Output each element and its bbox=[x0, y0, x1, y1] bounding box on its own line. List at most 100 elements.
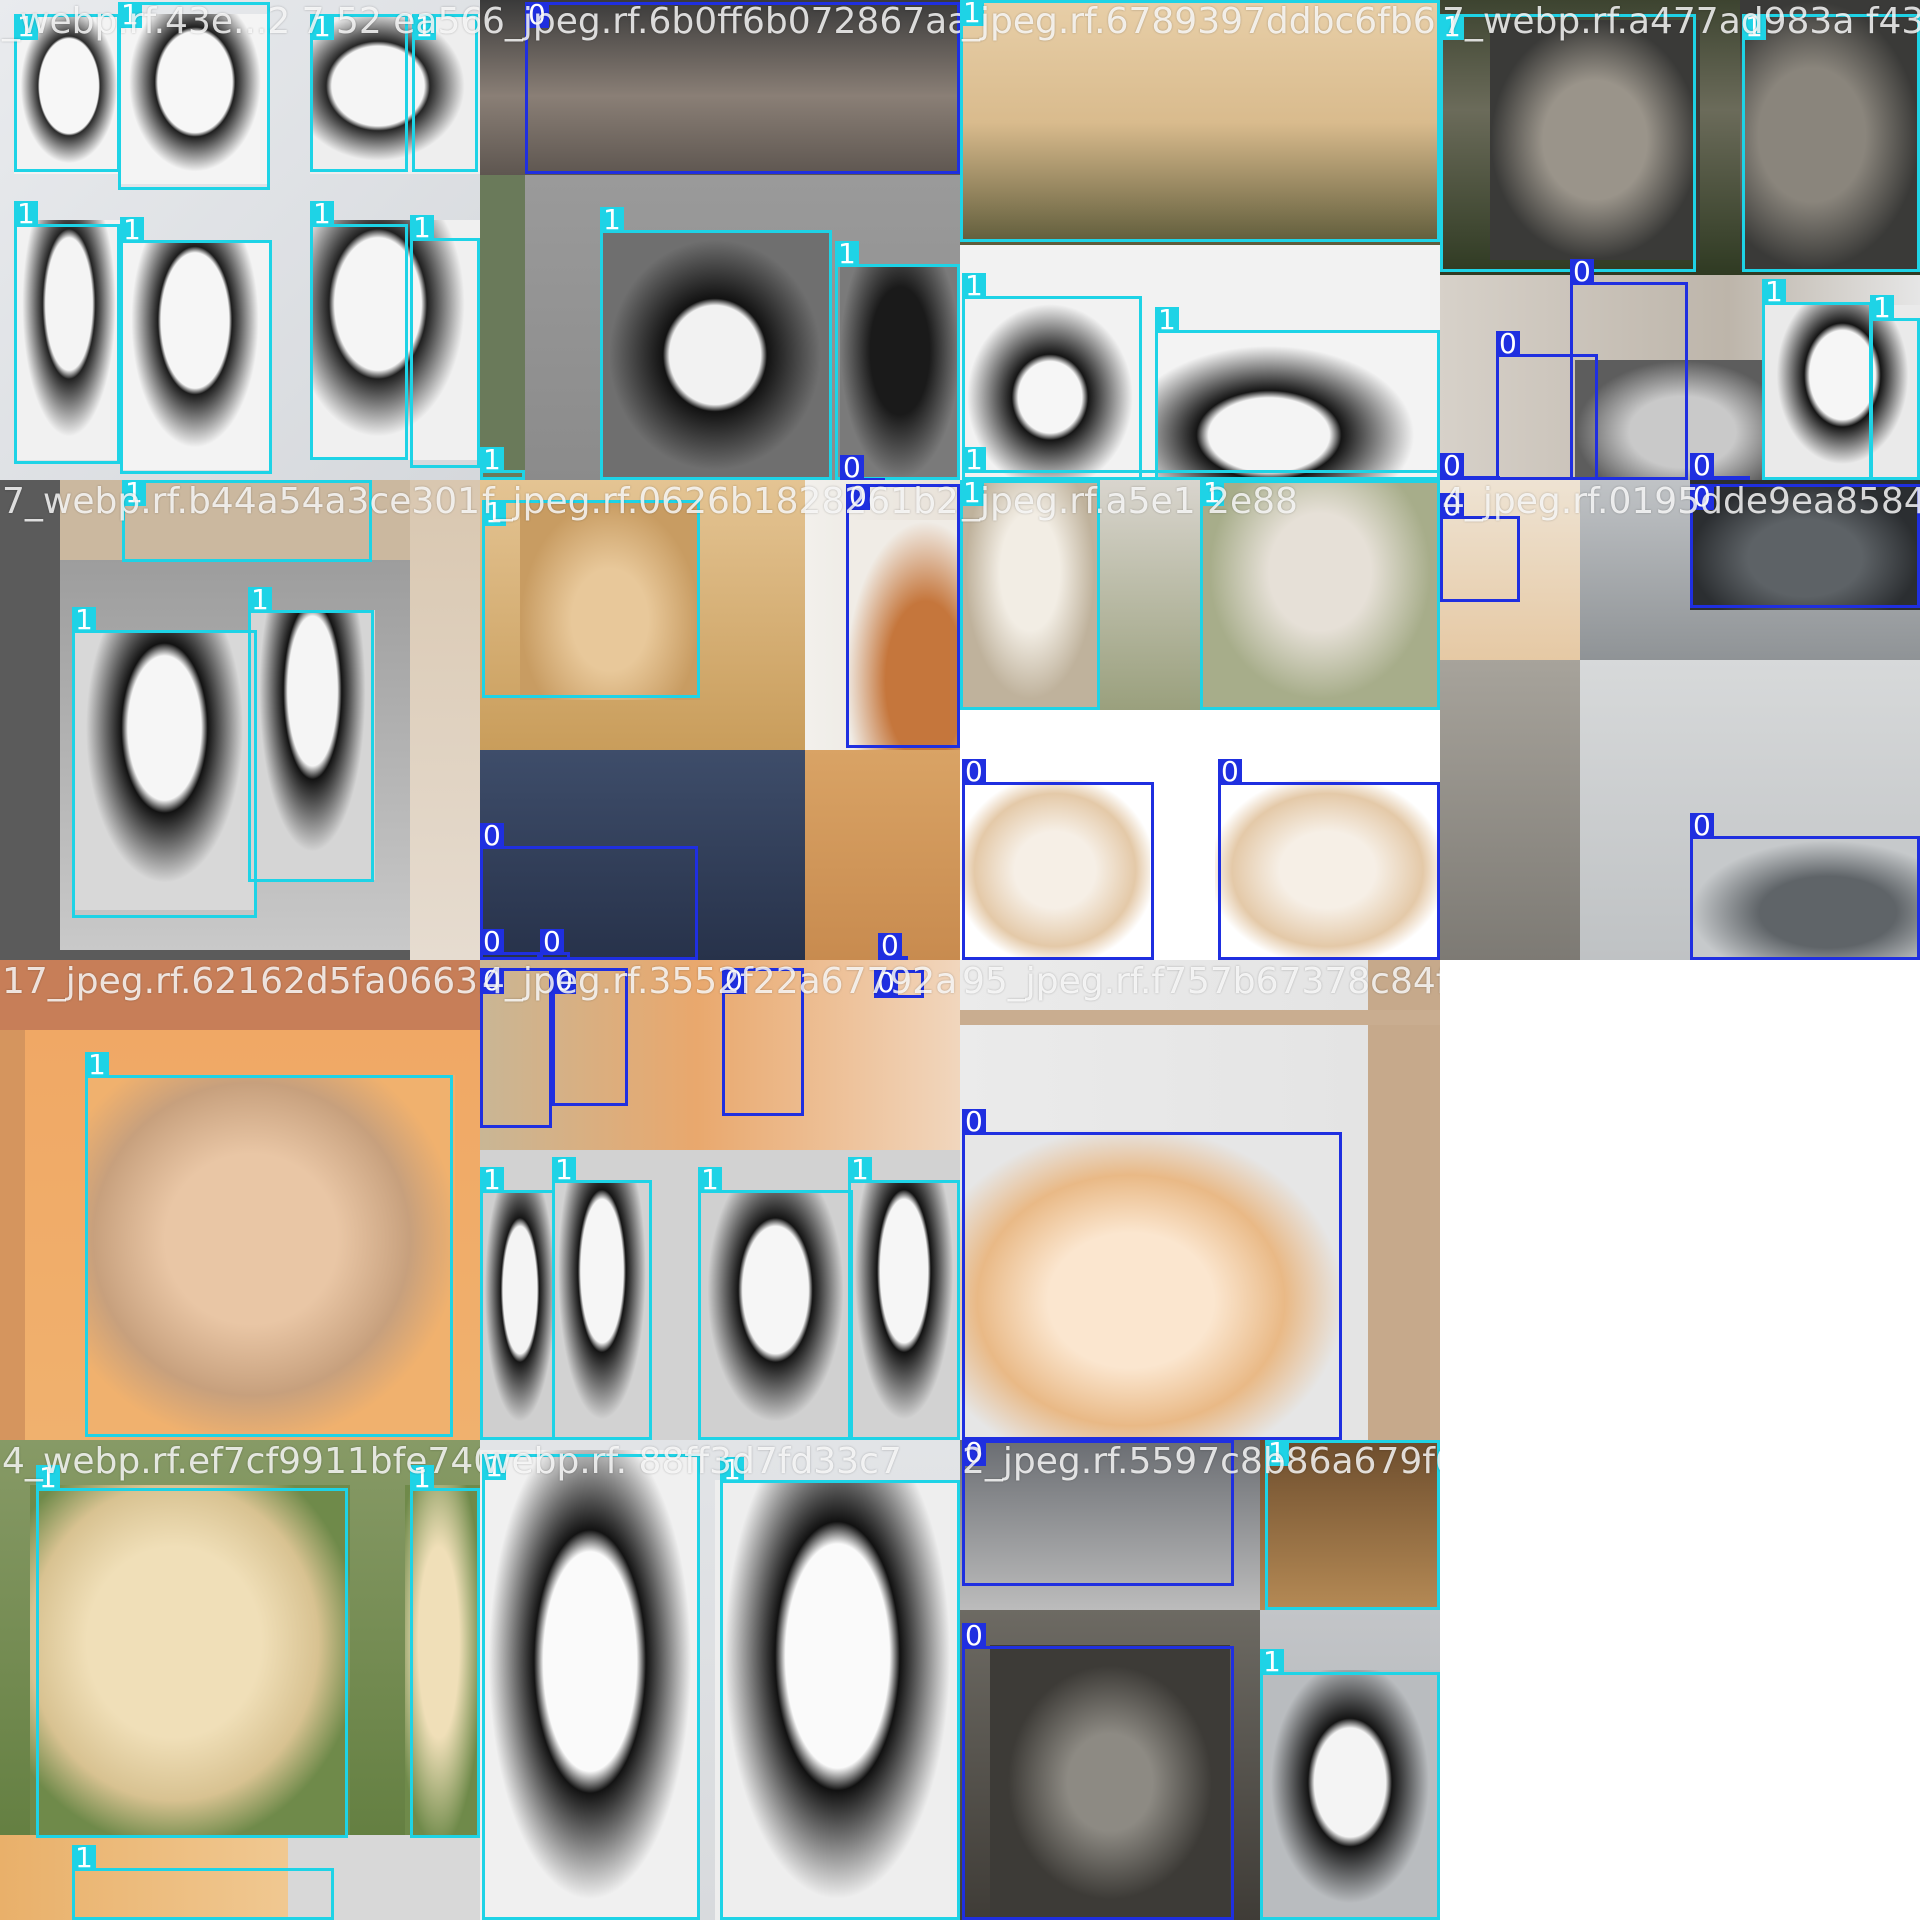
class-label: 0 bbox=[962, 1622, 986, 1650]
class-label: 0 bbox=[525, 1, 549, 29]
photo-region bbox=[14, 14, 124, 174]
bounding-box-class-1: 1 bbox=[480, 446, 525, 480]
class-label: 1 bbox=[14, 200, 38, 228]
photo-region bbox=[480, 0, 960, 175]
bounding-box-class-1: 1 bbox=[962, 446, 1440, 480]
class-label: 0 bbox=[1440, 492, 1464, 520]
class-label: 0 bbox=[480, 822, 504, 850]
bounding-box-class-1: 1 bbox=[1742, 13, 1920, 272]
photo-region bbox=[14, 220, 124, 460]
class-label: 1 bbox=[310, 13, 334, 41]
photo-region bbox=[1440, 660, 1580, 960]
class-label: 1 bbox=[835, 240, 859, 268]
bounding-box-class-0: 0 bbox=[840, 454, 885, 480]
class-label: 1 bbox=[1200, 480, 1224, 507]
bounding-box-class-1: 1 bbox=[410, 1464, 480, 1838]
photo-region bbox=[480, 750, 805, 960]
bounding-box-class-1: 1 bbox=[1265, 1440, 1440, 1610]
photo-region bbox=[715, 1480, 960, 1920]
bounding-box-class-1: 1 bbox=[698, 1166, 853, 1440]
photo-region bbox=[552, 1180, 652, 1440]
bounding-box-class-0: 0 bbox=[962, 1622, 1234, 1920]
photo-region bbox=[85, 1075, 455, 1440]
photo-region bbox=[805, 750, 960, 960]
photo-region bbox=[310, 220, 480, 460]
bounding-box-class-0: 0 bbox=[480, 967, 552, 1128]
photo-region bbox=[405, 1485, 480, 1835]
bounding-box-class-0: 0 bbox=[525, 1, 960, 174]
photo-region bbox=[960, 480, 1100, 710]
photo-region bbox=[840, 265, 960, 480]
tile-r1c0: 1 1 1 7_webp.rf.b44a54a3ce3014 bbox=[0, 480, 480, 960]
photo-region bbox=[520, 500, 700, 700]
bounding-box-class-1: 1 bbox=[118, 1, 270, 190]
class-label: 1 bbox=[72, 606, 96, 634]
class-label: 1 bbox=[410, 1464, 434, 1492]
class-label: 0 bbox=[962, 1108, 986, 1136]
photo-region bbox=[0, 1030, 25, 1440]
bounding-box-class-0: 0 bbox=[552, 967, 628, 1106]
bounding-box-class-0: 0 bbox=[846, 483, 960, 748]
class-label: 1 bbox=[1260, 1648, 1284, 1676]
bounding-box-class-1: 1 bbox=[410, 214, 480, 468]
photo-region bbox=[480, 1450, 700, 1920]
bounding-box-class-0: 0 bbox=[1496, 330, 1598, 480]
class-label: 0 bbox=[878, 932, 902, 960]
photo-region bbox=[310, 14, 480, 174]
photo-region bbox=[120, 240, 270, 470]
class-label: 1 bbox=[1265, 1440, 1289, 1467]
bounding-box-class-0: 0 bbox=[962, 1440, 1234, 1586]
class-label: 1 bbox=[962, 272, 986, 300]
bounding-box-class-0: 0 bbox=[480, 822, 698, 960]
bounding-box-class-1: 1 bbox=[14, 200, 120, 464]
photo-region bbox=[990, 1645, 1230, 1920]
class-label: 0 bbox=[1218, 758, 1242, 786]
photo-region bbox=[960, 780, 1150, 960]
bounding-box-class-1: 1 bbox=[72, 1844, 334, 1920]
bounding-box-class-1: 1 bbox=[122, 480, 372, 562]
class-label: 0 bbox=[846, 483, 870, 511]
class-label: 1 bbox=[118, 1, 142, 29]
class-label: 0 bbox=[480, 967, 504, 995]
bounding-box-class-1: 1 bbox=[480, 1166, 555, 1440]
photo-region bbox=[1690, 840, 1920, 960]
bounding-box-class-0: 0 bbox=[1690, 452, 1750, 480]
class-label: 1 bbox=[552, 1156, 576, 1184]
photo-region bbox=[845, 520, 960, 750]
class-label: 1 bbox=[600, 206, 624, 234]
photo-region bbox=[960, 1010, 1440, 1025]
class-label: 1 bbox=[698, 1166, 722, 1194]
class-label: 1 bbox=[410, 214, 434, 242]
bounding-box-class-0: 0 bbox=[1218, 758, 1440, 960]
bounding-box-class-1: 1 bbox=[482, 1453, 700, 1920]
bounding-box-class-1: 1 bbox=[960, 480, 1100, 710]
photo-region bbox=[960, 0, 1440, 245]
tile-r1c3: 0 0 0 4_jpeg.rf.0195dde9ea8584 bbox=[1440, 480, 1920, 960]
bounding-box-class-1: 1 bbox=[310, 200, 408, 460]
class-label: 1 bbox=[248, 586, 272, 614]
bounding-box-class-0: 0 bbox=[878, 932, 908, 960]
class-label: 0 bbox=[840, 454, 864, 480]
photo-region bbox=[1260, 1440, 1440, 1610]
class-label: 1 bbox=[1762, 278, 1786, 306]
bounding-box-class-0: 0 bbox=[1440, 492, 1520, 602]
photo-region bbox=[1490, 20, 1700, 260]
photo-region bbox=[30, 1485, 350, 1835]
class-label: 0 bbox=[1690, 483, 1714, 511]
photo-region bbox=[848, 1180, 960, 1440]
bounding-box-class-1: 1 bbox=[835, 240, 960, 480]
photo-region bbox=[1215, 780, 1440, 960]
photo-region bbox=[960, 1130, 1340, 1440]
bounding-box-class-0: 0 bbox=[1440, 452, 1500, 480]
photo-region bbox=[1740, 0, 1920, 270]
photo-region bbox=[600, 230, 830, 480]
class-label: 0 bbox=[1690, 812, 1714, 840]
bounding-box-class-1: 1 bbox=[248, 586, 374, 882]
bounding-box-class-1: 1 bbox=[412, 13, 478, 172]
class-label: 1 bbox=[14, 13, 38, 41]
bounding-box-class-0: 0 bbox=[962, 1108, 1342, 1440]
bounding-box-class-1: 1 bbox=[1762, 278, 1872, 480]
class-label: 0 bbox=[1570, 258, 1594, 286]
